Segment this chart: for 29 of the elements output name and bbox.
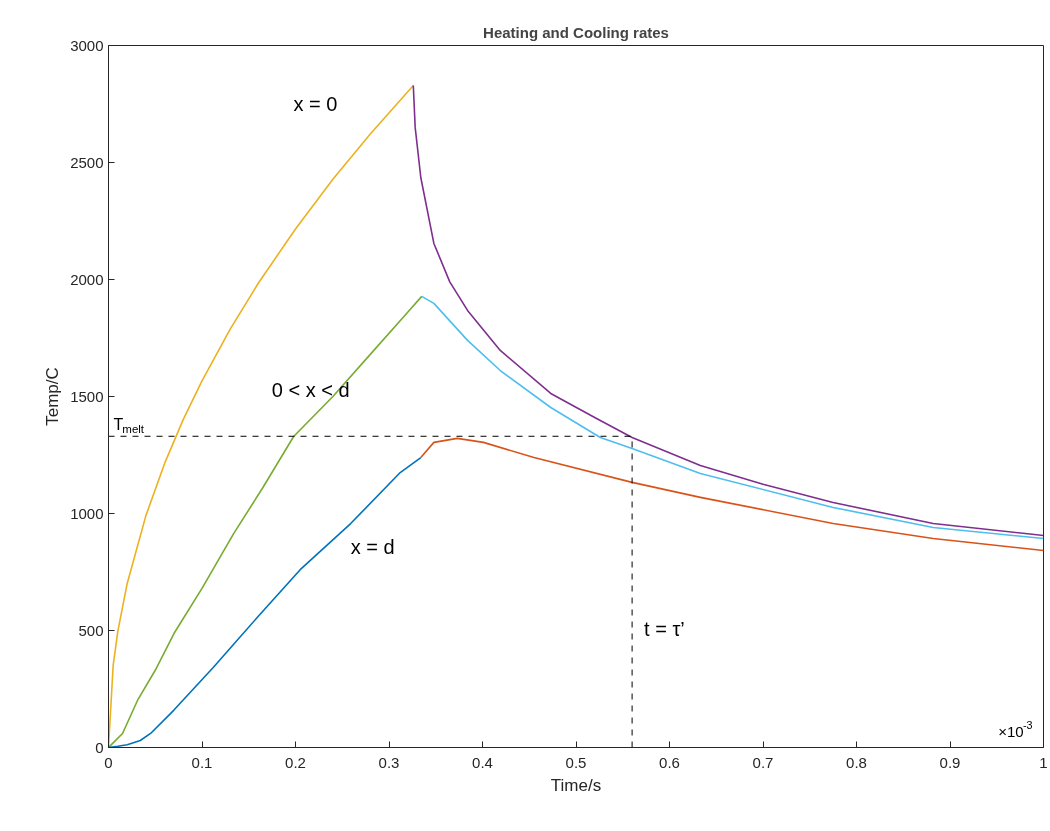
line-series [108, 456, 422, 748]
x-tick-label: 0.6 [659, 753, 680, 771]
x-tick-label: 0.5 [565, 753, 587, 771]
x-tick-label: 1 [1039, 753, 1048, 771]
line-series [412, 84, 1044, 537]
x-tick-label: 0.3 [378, 753, 400, 771]
line-series [419, 437, 1044, 552]
chart-title: Heating and Cooling rates [483, 23, 669, 41]
x-axis-title: Time/s [550, 775, 602, 795]
line-series [108, 295, 423, 748]
y-tick-label: 2500 [70, 153, 104, 171]
series-label: x = 0 [293, 92, 338, 115]
series-label: 0 < x < d [271, 378, 350, 401]
x-tick-label: 0.8 [846, 753, 867, 771]
y-axis-title: Temp/C [43, 367, 63, 426]
x-tick-label: 0.9 [939, 753, 961, 771]
y-tick-label: 1500 [70, 387, 104, 405]
x-tick-label: 0.1 [191, 753, 213, 771]
ref-line-label: t = τ’ [644, 618, 685, 641]
y-tick-label: 500 [78, 621, 104, 639]
x-tick-label: 0.2 [285, 753, 306, 771]
y-tick-label: 3000 [70, 36, 104, 54]
x-tick-label: 0.4 [472, 753, 493, 771]
y-tick-label: 0 [95, 738, 104, 756]
y-tick-label: 2000 [70, 270, 104, 288]
x-tick-label: 0.7 [752, 753, 774, 771]
line-series [420, 295, 1044, 540]
y-tick-label: 1000 [70, 504, 104, 522]
series-label: x = d [350, 535, 395, 558]
